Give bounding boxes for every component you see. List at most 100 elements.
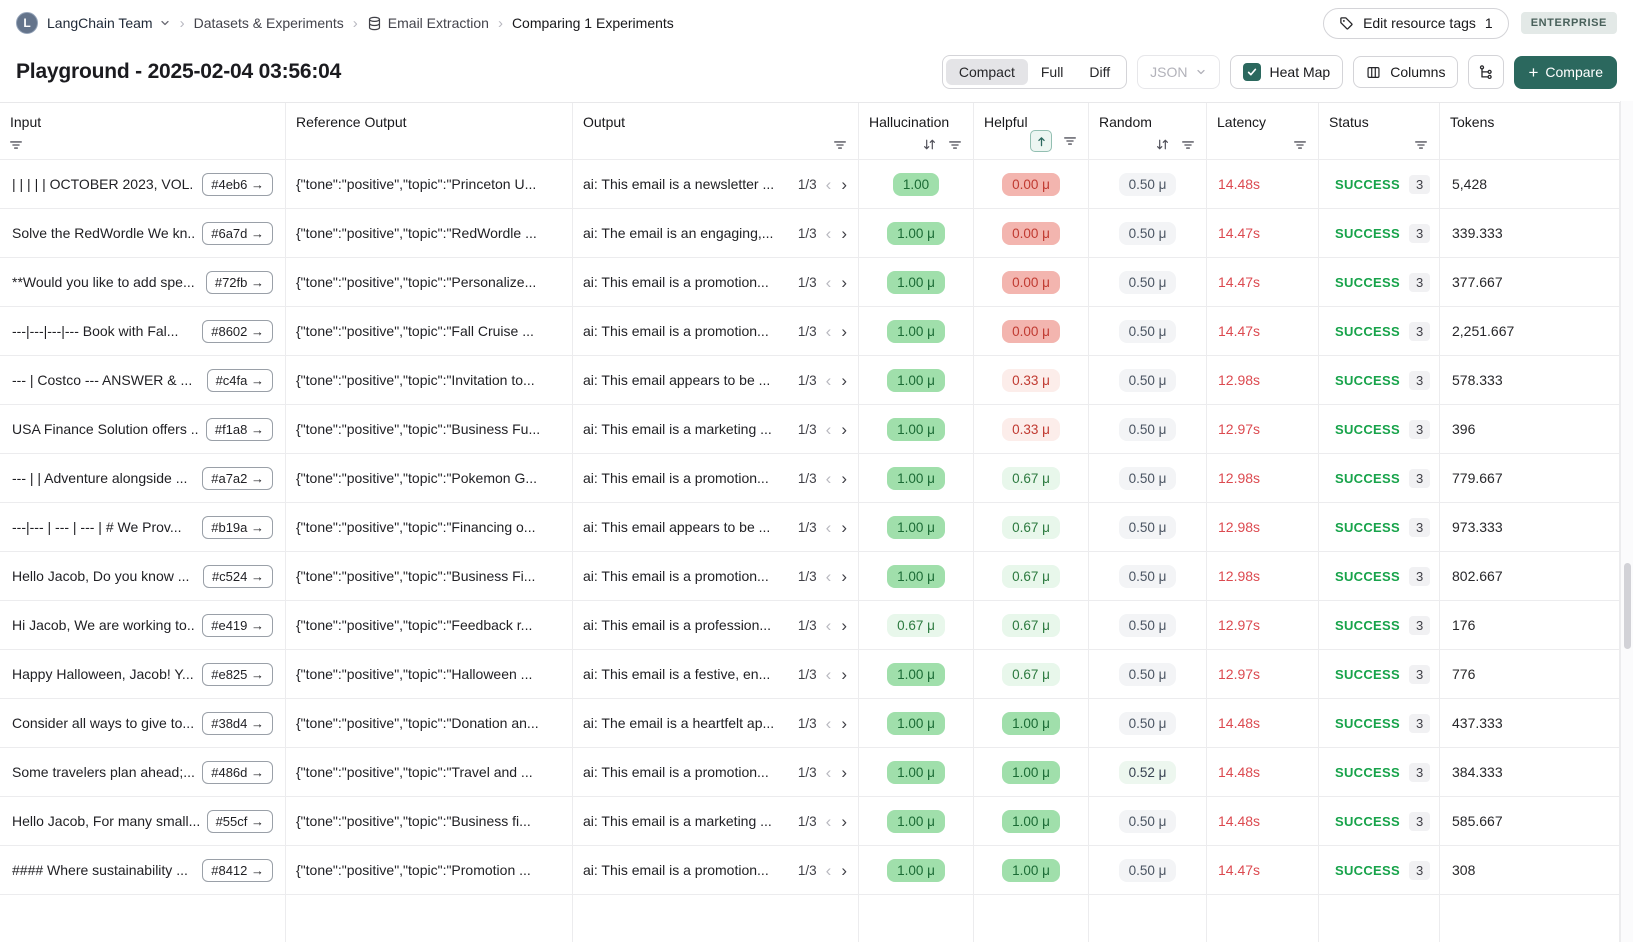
edit-resource-tags-button[interactable]: Edit resource tags 1	[1323, 7, 1509, 39]
next-repetition-button[interactable]: ›	[841, 468, 847, 488]
input-text: ---|---|---|--- Book with Fal...	[12, 323, 179, 339]
next-repetition-button[interactable]: ›	[841, 419, 847, 439]
next-repetition-button[interactable]: ›	[841, 566, 847, 586]
prev-repetition-button[interactable]: ‹	[825, 468, 832, 488]
breadcrumb-team[interactable]: LangChain Team	[47, 15, 171, 31]
hallucination-cell: 1.00 μ	[859, 797, 974, 845]
filter-icon[interactable]	[9, 138, 23, 152]
next-repetition-button[interactable]: ›	[841, 272, 847, 292]
reference-output-cell: {"tone":"positive","topic":"RedWordle ..…	[286, 209, 573, 257]
next-repetition-button[interactable]: ›	[841, 370, 847, 390]
prev-repetition-button[interactable]: ‹	[825, 272, 832, 292]
input-text: --- | Costco --- ANSWER & ...	[12, 372, 193, 388]
next-repetition-button[interactable]: ›	[841, 860, 847, 880]
status-count-badge: 3	[1408, 174, 1431, 194]
tokens-value: 802.667	[1452, 568, 1503, 584]
filter-icon[interactable]	[948, 138, 962, 152]
filter-icon[interactable]	[1063, 134, 1077, 148]
format-select[interactable]: JSON	[1137, 55, 1220, 89]
prev-repetition-button[interactable]: ‹	[825, 174, 832, 194]
prev-repetition-button[interactable]: ‹	[825, 566, 832, 586]
helpful-score: 0.67 μ	[1002, 662, 1060, 686]
table-row[interactable]: Some travelers plan ahead;... #486d → {"…	[0, 748, 1620, 797]
table-row[interactable]: Happy Halloween, Jacob! Y... #e825 → {"t…	[0, 650, 1620, 699]
next-repetition-button[interactable]: ›	[841, 517, 847, 537]
random-cell: 0.50 μ	[1089, 160, 1207, 208]
compare-button[interactable]: + Compare	[1514, 55, 1617, 89]
next-repetition-button[interactable]: ›	[841, 223, 847, 243]
output-cell: ai: This email appears to be ... 1/3 ‹ ›	[573, 503, 859, 551]
table-row[interactable]: ---|--- | --- | --- | # We Prov... #b19a…	[0, 503, 1620, 552]
table-row[interactable]: USA Finance Solution offers ... #f1a8 → …	[0, 405, 1620, 454]
column-header-status: Status	[1319, 103, 1440, 159]
breadcrumb-dataset[interactable]: Email Extraction	[367, 15, 489, 31]
table-row[interactable]: #### Where sustainability ... #8412 → {"…	[0, 846, 1620, 895]
next-repetition-button[interactable]: ›	[841, 321, 847, 341]
reference-output-text: {"tone":"positive","topic":"Feedback r..…	[296, 617, 533, 633]
heat-map-checkbox[interactable]	[1242, 63, 1261, 81]
view-mode-diff[interactable]: Diff	[1076, 59, 1123, 85]
next-repetition-button[interactable]: ›	[841, 811, 847, 831]
next-repetition-button[interactable]: ›	[841, 713, 847, 733]
sort-icon[interactable]	[922, 137, 937, 152]
example-id-link[interactable]: #b19a →	[202, 515, 273, 539]
prev-repetition-button[interactable]: ‹	[825, 370, 832, 390]
view-mode-full[interactable]: Full	[1028, 59, 1077, 85]
input-text: #### Where sustainability ...	[12, 862, 188, 878]
table-row[interactable]: **Would you like to add spe... #72fb → {…	[0, 258, 1620, 307]
prev-repetition-button[interactable]: ‹	[825, 615, 832, 635]
prev-repetition-button[interactable]: ‹	[825, 664, 832, 684]
prev-repetition-button[interactable]: ‹	[825, 811, 832, 831]
prev-repetition-button[interactable]: ‹	[825, 419, 832, 439]
filter-icon[interactable]	[1181, 138, 1195, 152]
reference-output-text: {"tone":"positive","topic":"Princeton U.…	[296, 176, 537, 192]
helpful-cell: 0.33 μ	[974, 356, 1089, 404]
vertical-scrollbar[interactable]	[1620, 101, 1633, 942]
table-row[interactable]: Hi Jacob, We are working to... #e419 → {…	[0, 601, 1620, 650]
example-id-link[interactable]: #c524 →	[202, 564, 273, 588]
prev-repetition-button[interactable]: ‹	[825, 517, 832, 537]
example-id-link[interactable]: #4eb6 →	[202, 172, 273, 196]
trace-tree-button[interactable]	[1468, 55, 1505, 89]
table-row[interactable]: Solve the RedWordle We kn... #6a7d → {"t…	[0, 209, 1620, 258]
example-id-link[interactable]: #c4fa →	[206, 368, 273, 392]
heat-map-toggle[interactable]: Heat Map	[1229, 55, 1344, 89]
filter-icon[interactable]	[1293, 138, 1307, 152]
prev-repetition-button[interactable]: ‹	[825, 860, 832, 880]
view-mode-compact[interactable]: Compact	[945, 59, 1028, 85]
example-id-link[interactable]: #486d →	[202, 760, 273, 784]
example-id-link[interactable]: #e825 →	[202, 662, 273, 686]
example-id-link[interactable]: #f1a8 →	[205, 417, 273, 441]
prev-repetition-button[interactable]: ‹	[825, 713, 832, 733]
filter-icon[interactable]	[833, 138, 847, 152]
next-repetition-button[interactable]: ›	[841, 174, 847, 194]
scrollbar-thumb[interactable]	[1624, 563, 1631, 649]
example-id-link[interactable]: #a7a2 →	[202, 466, 273, 490]
example-id-link[interactable]: #55cf →	[206, 809, 273, 833]
example-id-link[interactable]: #6a7d →	[202, 221, 273, 245]
filter-icon[interactable]	[1414, 138, 1428, 152]
table-row[interactable]: --- | | Adventure alongside ... #a7a2 → …	[0, 454, 1620, 503]
next-repetition-button[interactable]: ›	[841, 615, 847, 635]
sort-icon[interactable]	[1155, 137, 1170, 152]
tokens-value: 973.333	[1452, 519, 1503, 535]
breadcrumb-datasets[interactable]: Datasets & Experiments	[193, 15, 344, 31]
prev-repetition-button[interactable]: ‹	[825, 223, 832, 243]
next-repetition-button[interactable]: ›	[841, 762, 847, 782]
table-row[interactable]: --- | Costco --- ANSWER & ... #c4fa → {"…	[0, 356, 1620, 405]
columns-button[interactable]: Columns	[1353, 56, 1459, 88]
table-row[interactable]: | | | | | OCTOBER 2023, VOL... #4eb6 → {…	[0, 160, 1620, 209]
table-row[interactable]: Hello Jacob, Do you know ... #c524 → {"t…	[0, 552, 1620, 601]
table-row[interactable]: ---|---|---|--- Book with Fal... #8602 →…	[0, 307, 1620, 356]
example-id-link[interactable]: #72fb →	[205, 270, 273, 294]
example-id-link[interactable]: #8412 →	[202, 858, 273, 882]
example-id-link[interactable]: #8602 →	[202, 319, 273, 343]
example-id-link[interactable]: #e419 →	[202, 613, 273, 637]
prev-repetition-button[interactable]: ‹	[825, 321, 832, 341]
sort-asc-icon[interactable]	[1030, 130, 1052, 152]
prev-repetition-button[interactable]: ‹	[825, 762, 832, 782]
table-row[interactable]: Consider all ways to give to... #38d4 → …	[0, 699, 1620, 748]
table-row[interactable]: Hello Jacob, For many small... #55cf → {…	[0, 797, 1620, 846]
example-id-link[interactable]: #38d4 →	[202, 711, 273, 735]
next-repetition-button[interactable]: ›	[841, 664, 847, 684]
